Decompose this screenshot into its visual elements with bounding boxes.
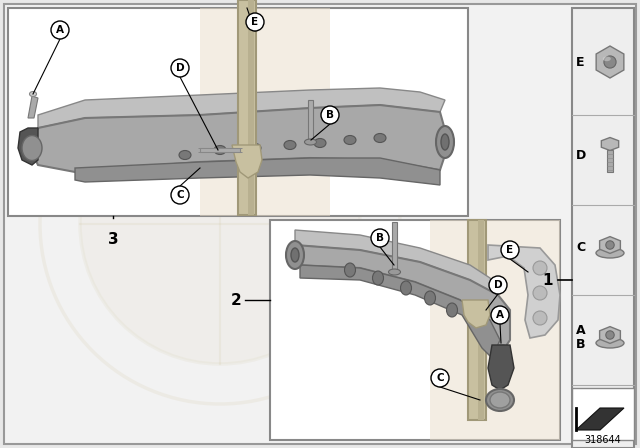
Circle shape [431, 369, 449, 387]
Text: 1: 1 [543, 272, 553, 288]
Text: C: C [576, 241, 585, 254]
Text: E: E [252, 17, 259, 27]
Ellipse shape [22, 135, 42, 160]
Wedge shape [80, 224, 220, 364]
Text: A: A [576, 323, 586, 336]
Polygon shape [488, 345, 514, 390]
Ellipse shape [291, 248, 299, 262]
Polygon shape [496, 345, 508, 380]
Polygon shape [600, 327, 620, 344]
Text: C: C [176, 190, 184, 200]
Ellipse shape [424, 291, 435, 305]
Polygon shape [295, 230, 498, 295]
Polygon shape [462, 300, 490, 328]
Bar [468, 220, 486, 420]
Text: A: A [496, 310, 504, 320]
Circle shape [604, 56, 616, 68]
Ellipse shape [447, 303, 458, 317]
Polygon shape [576, 408, 624, 430]
Circle shape [246, 13, 264, 31]
Circle shape [501, 241, 519, 259]
Bar [572, 388, 634, 440]
Polygon shape [488, 245, 560, 338]
Circle shape [491, 306, 509, 324]
Wedge shape [80, 84, 220, 224]
Text: B: B [576, 337, 586, 350]
Ellipse shape [603, 56, 611, 61]
Ellipse shape [214, 146, 226, 155]
Circle shape [51, 21, 69, 39]
Polygon shape [18, 128, 38, 165]
Polygon shape [602, 138, 619, 151]
Ellipse shape [314, 138, 326, 147]
Ellipse shape [490, 392, 510, 408]
Text: C: C [436, 373, 444, 383]
Circle shape [171, 59, 189, 77]
Circle shape [489, 276, 507, 294]
Text: A: A [56, 25, 64, 35]
Polygon shape [75, 158, 440, 185]
Ellipse shape [344, 135, 356, 145]
Ellipse shape [374, 134, 386, 142]
Bar [607, 150, 613, 172]
Text: B: B [376, 233, 384, 243]
Polygon shape [596, 46, 624, 78]
Polygon shape [38, 88, 445, 128]
Ellipse shape [305, 139, 317, 145]
Circle shape [606, 331, 614, 339]
Bar [8, 8, 468, 216]
Ellipse shape [596, 338, 624, 348]
Text: D: D [176, 63, 184, 73]
Wedge shape [220, 224, 360, 364]
Bar [392, 222, 397, 272]
Bar [572, 8, 634, 448]
Bar [270, 220, 560, 440]
Circle shape [371, 229, 389, 247]
Polygon shape [600, 237, 620, 254]
Wedge shape [220, 84, 360, 224]
Ellipse shape [344, 263, 355, 277]
Ellipse shape [388, 269, 401, 275]
Circle shape [171, 186, 189, 204]
Ellipse shape [401, 281, 412, 295]
Polygon shape [295, 245, 510, 355]
Text: D: D [576, 148, 586, 161]
Circle shape [533, 311, 547, 325]
Bar [478, 220, 484, 420]
Bar [200, 8, 330, 216]
Text: B: B [326, 110, 334, 120]
Ellipse shape [441, 134, 449, 150]
Ellipse shape [372, 271, 383, 285]
Text: E: E [506, 245, 513, 255]
Circle shape [533, 261, 547, 275]
Ellipse shape [249, 143, 261, 152]
Text: D: D [493, 280, 502, 290]
Bar [238, 0, 256, 215]
Circle shape [321, 106, 339, 124]
Ellipse shape [284, 141, 296, 150]
Ellipse shape [29, 91, 36, 96]
Ellipse shape [286, 241, 304, 269]
Ellipse shape [179, 151, 191, 159]
Polygon shape [30, 105, 445, 172]
Polygon shape [232, 145, 262, 178]
Ellipse shape [596, 248, 624, 258]
Circle shape [533, 286, 547, 300]
Text: E: E [576, 56, 584, 69]
Bar [308, 100, 313, 140]
Text: 318644: 318644 [584, 435, 621, 445]
Ellipse shape [436, 126, 454, 158]
Text: 2: 2 [230, 293, 241, 307]
Polygon shape [300, 265, 500, 358]
Bar [430, 220, 560, 440]
Bar [248, 0, 254, 215]
Text: 3: 3 [108, 232, 118, 247]
Circle shape [606, 241, 614, 249]
Polygon shape [28, 96, 38, 118]
Ellipse shape [486, 389, 514, 411]
Bar [200, 148, 240, 152]
